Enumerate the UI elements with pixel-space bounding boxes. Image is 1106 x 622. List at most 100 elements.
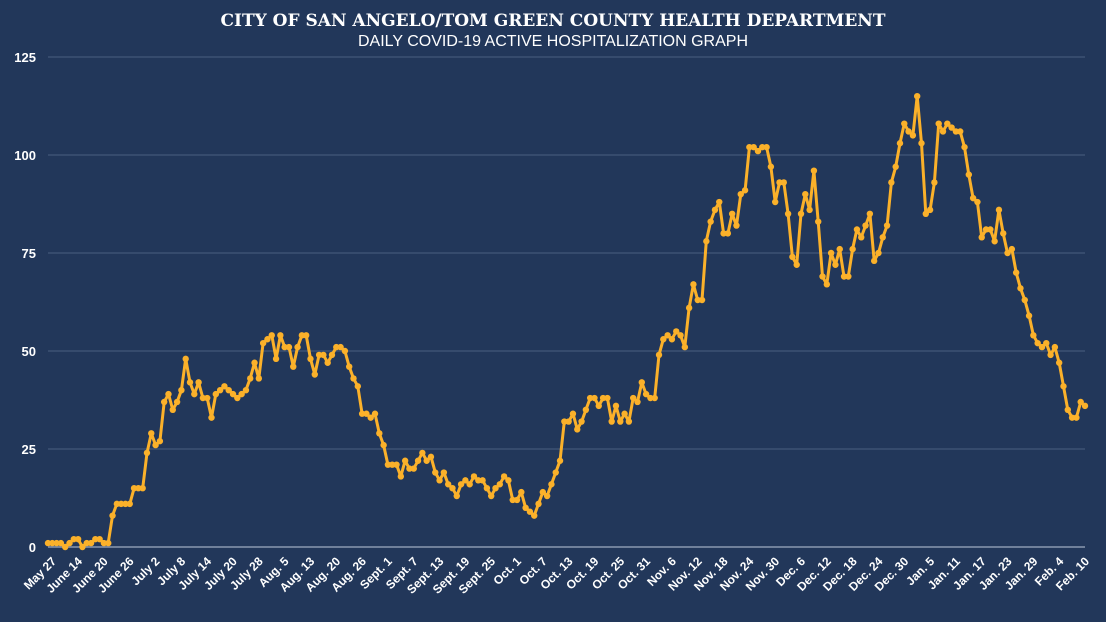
data-point	[496, 481, 504, 488]
data-point	[1043, 339, 1050, 347]
data-point	[148, 430, 155, 437]
data-point	[466, 481, 473, 488]
data-point	[57, 539, 65, 547]
series-active-hospitalizations	[44, 93, 1089, 551]
data-point	[1077, 398, 1084, 406]
data-point	[604, 394, 611, 402]
data-point	[991, 238, 998, 245]
data-point	[750, 143, 757, 151]
data-point	[238, 390, 245, 398]
data-point	[1000, 230, 1007, 237]
data-point	[1060, 383, 1067, 390]
data-point	[574, 426, 581, 433]
data-point	[414, 457, 422, 464]
data-point	[225, 387, 232, 394]
data-point	[1030, 332, 1037, 339]
data-point	[1021, 296, 1028, 304]
data-point	[703, 238, 710, 245]
data-point	[569, 410, 577, 417]
data-point	[457, 481, 465, 488]
data-point	[888, 179, 895, 186]
data-point	[195, 379, 202, 386]
data-point	[1055, 359, 1063, 366]
y-tick-label: 125	[14, 50, 36, 65]
data-point	[479, 477, 486, 484]
data-point	[505, 477, 512, 484]
gridlines	[48, 56, 1085, 548]
data-point	[957, 128, 964, 135]
data-point	[186, 379, 194, 386]
data-point	[660, 336, 667, 343]
data-point	[780, 179, 787, 186]
data-point	[354, 383, 362, 390]
data-point	[823, 281, 831, 288]
data-point	[156, 437, 164, 445]
data-point	[608, 418, 615, 425]
data-point	[216, 387, 224, 394]
data-point	[380, 441, 387, 449]
data-point	[664, 332, 671, 339]
y-tick-label: 0	[29, 540, 36, 555]
data-point	[268, 332, 275, 339]
data-point	[832, 261, 839, 268]
data-point	[350, 375, 357, 382]
data-point	[341, 347, 349, 355]
data-point	[870, 257, 878, 265]
data-point	[1081, 402, 1089, 410]
data-point	[948, 124, 955, 131]
data-point	[531, 512, 538, 519]
data-point	[74, 535, 82, 543]
data-point	[961, 143, 968, 151]
data-point	[423, 457, 430, 464]
data-point	[862, 222, 869, 229]
y-tick-label: 100	[14, 148, 36, 163]
y-tick-label: 75	[22, 246, 36, 261]
data-point	[974, 198, 981, 206]
data-point	[754, 147, 762, 155]
data-point	[845, 273, 852, 280]
data-point	[1017, 285, 1024, 292]
data-point	[784, 210, 792, 217]
data-point	[182, 355, 189, 363]
data-point	[638, 379, 646, 386]
data-point	[965, 171, 973, 178]
data-point	[913, 93, 921, 100]
data-point	[62, 543, 69, 551]
data-point	[535, 500, 542, 508]
y-tick-label: 50	[22, 344, 36, 359]
data-point	[944, 120, 951, 127]
data-point	[152, 441, 159, 449]
data-point	[346, 363, 353, 370]
data-point	[931, 179, 938, 186]
data-point	[427, 453, 435, 461]
data-point	[771, 198, 779, 206]
data-point	[143, 449, 151, 457]
data-point	[324, 359, 331, 366]
data-point	[918, 140, 925, 147]
data-point	[1038, 343, 1046, 351]
data-point	[290, 363, 297, 370]
data-point	[376, 430, 383, 437]
data-point	[802, 191, 809, 198]
data-point	[320, 351, 327, 359]
data-point	[66, 539, 73, 547]
data-point	[621, 410, 628, 417]
data-point	[789, 253, 796, 261]
data-point	[582, 406, 590, 413]
data-point	[242, 387, 250, 394]
data-point	[629, 394, 637, 402]
data-point	[578, 418, 585, 425]
data-point	[208, 414, 215, 421]
data-point	[173, 398, 181, 406]
data-point	[879, 234, 886, 241]
data-point	[307, 355, 314, 363]
data-point	[595, 402, 602, 410]
data-point	[247, 375, 254, 382]
data-point	[419, 449, 426, 457]
data-point	[987, 226, 994, 233]
data-point	[858, 234, 865, 241]
data-point	[393, 461, 400, 468]
data-point	[810, 167, 818, 174]
